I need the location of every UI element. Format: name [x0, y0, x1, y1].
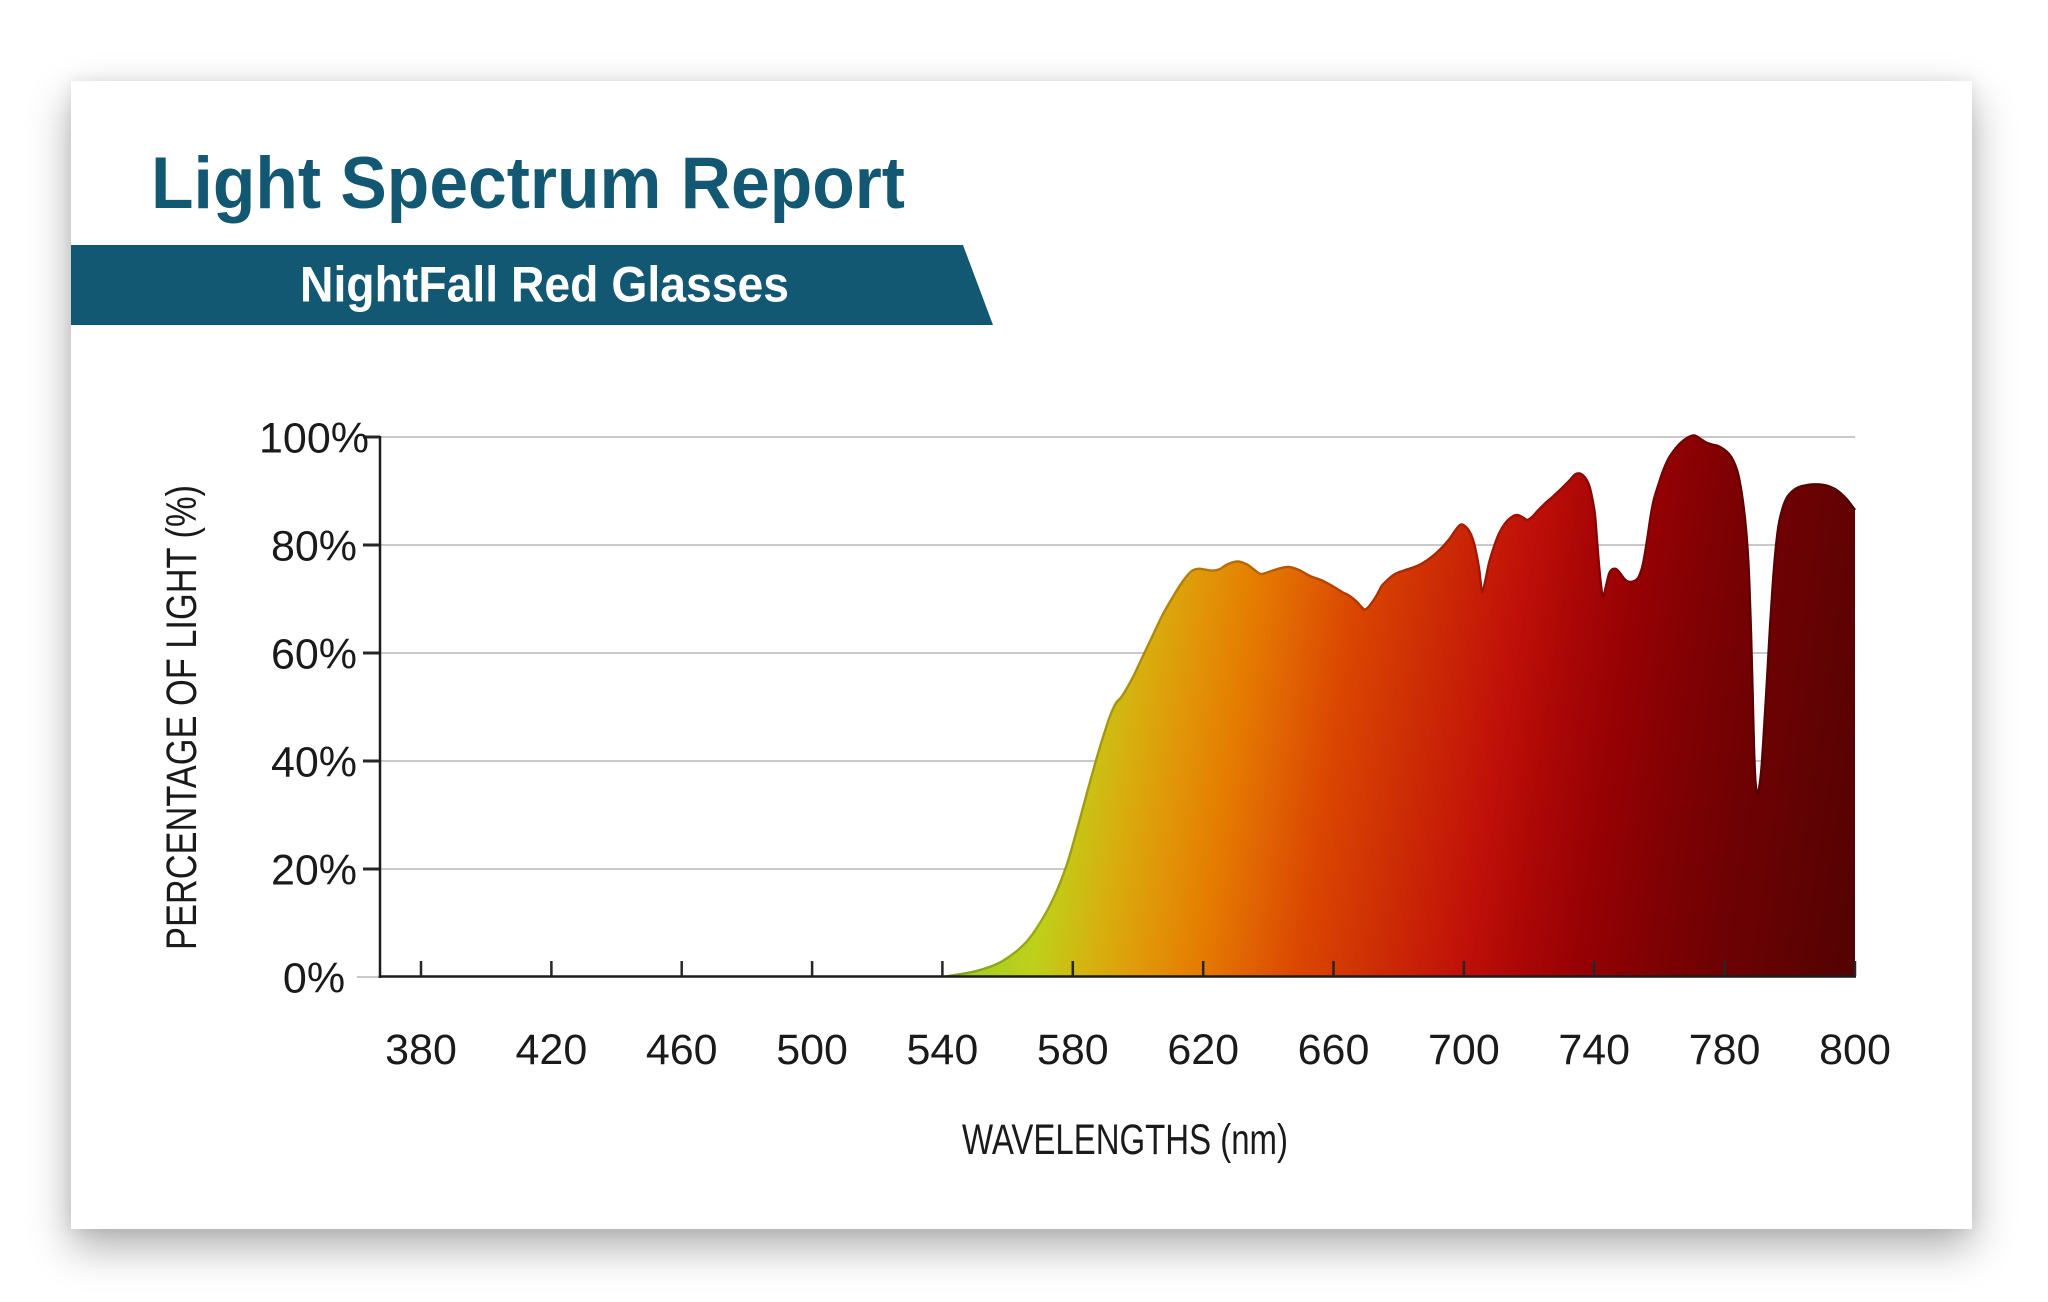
svg-text:Light Spectrum Report: Light Spectrum Report — [151, 143, 905, 224]
svg-text:500: 500 — [776, 1026, 848, 1074]
svg-text:420: 420 — [516, 1026, 588, 1074]
svg-text:540: 540 — [907, 1026, 979, 1074]
svg-text:NightFall Red Glasses: NightFall Red Glasses — [300, 257, 789, 313]
svg-text:60%: 60% — [271, 630, 357, 678]
svg-text:WAVELENGTHS (nm): WAVELENGTHS (nm) — [962, 1116, 1288, 1164]
svg-text:40%: 40% — [271, 738, 357, 786]
svg-text:800: 800 — [1819, 1026, 1891, 1074]
svg-text:0%: 0% — [283, 954, 345, 1002]
svg-text:380: 380 — [385, 1026, 457, 1074]
svg-text:460: 460 — [646, 1026, 718, 1074]
svg-text:20%: 20% — [271, 846, 357, 894]
svg-text:620: 620 — [1167, 1026, 1239, 1074]
svg-text:580: 580 — [1037, 1026, 1109, 1074]
svg-text:100%: 100% — [259, 414, 369, 462]
svg-text:PERCENTAGE OF LIGHT (%): PERCENTAGE OF LIGHT (%) — [158, 485, 206, 950]
svg-text:740: 740 — [1558, 1026, 1630, 1074]
svg-text:700: 700 — [1428, 1026, 1500, 1074]
svg-text:80%: 80% — [271, 522, 357, 570]
svg-text:660: 660 — [1298, 1026, 1370, 1074]
svg-text:780: 780 — [1689, 1026, 1761, 1074]
